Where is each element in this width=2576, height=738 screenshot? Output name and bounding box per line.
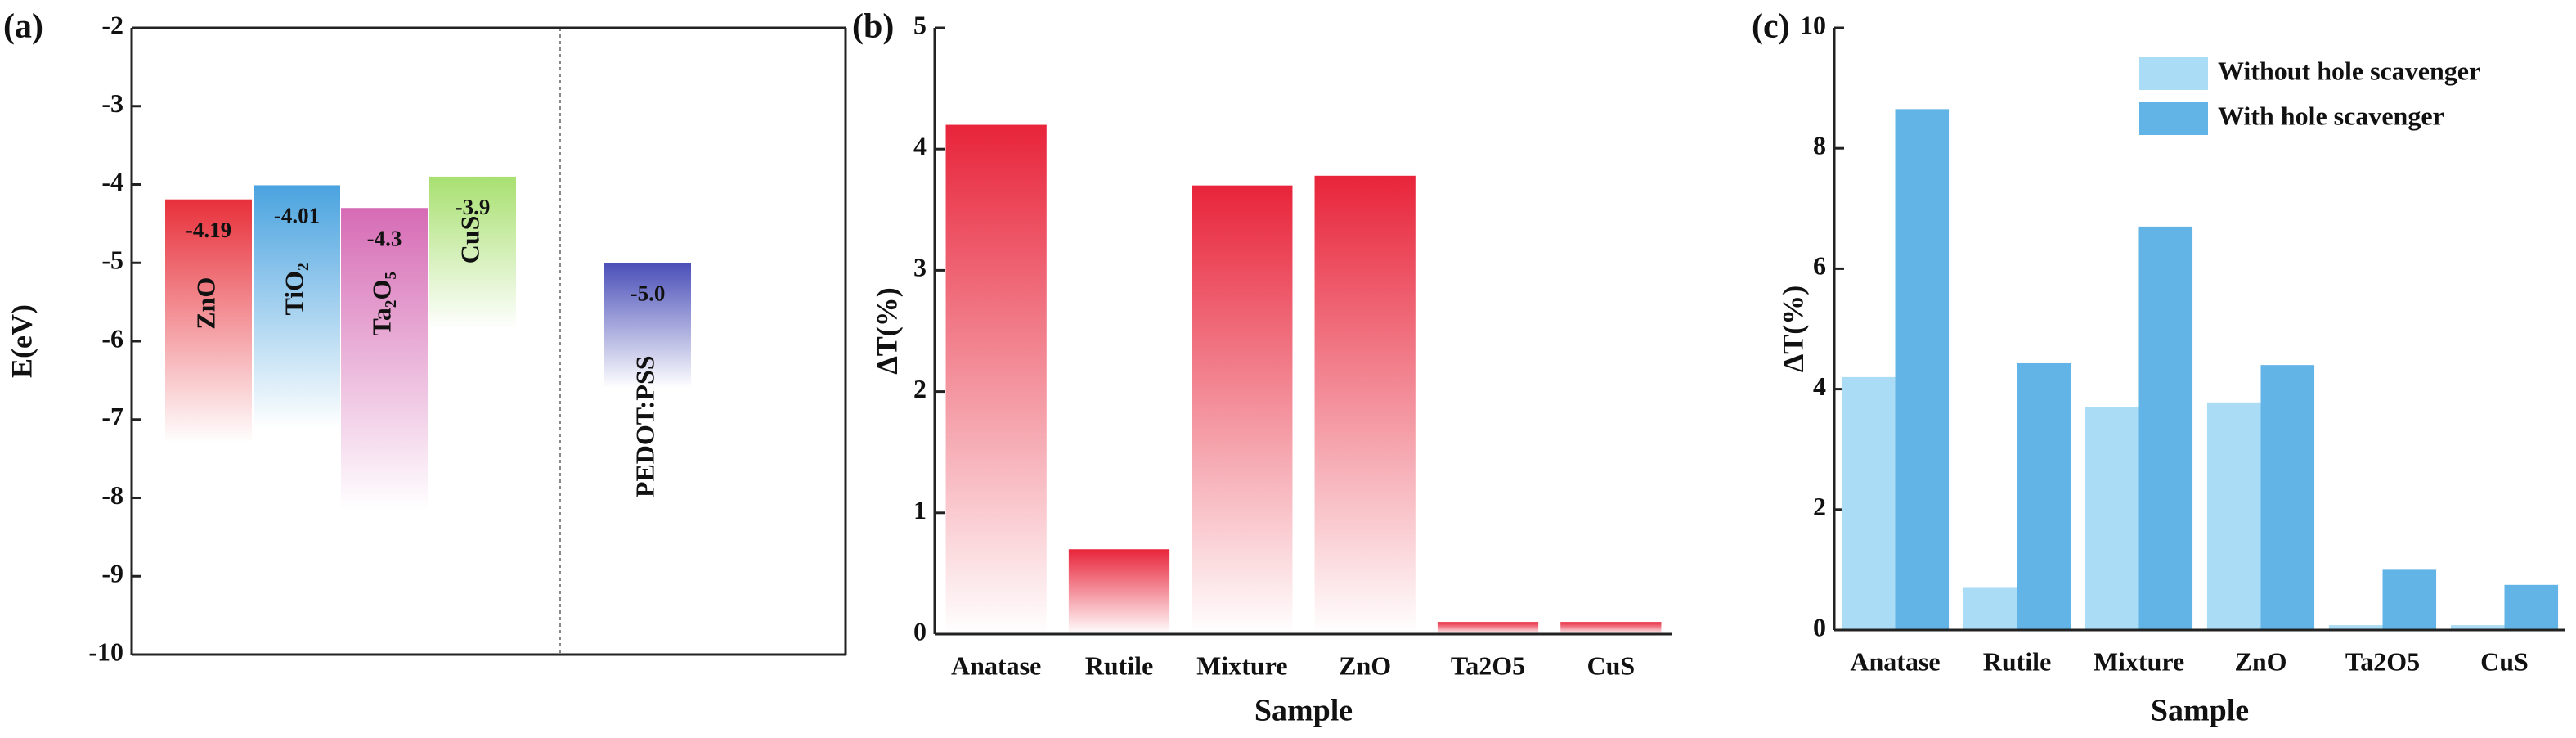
bar: [1560, 622, 1662, 634]
y-tick-label: -3: [101, 88, 123, 118]
x-tick-label: Mixture: [1196, 650, 1287, 680]
y-tick-label: 1: [913, 495, 927, 524]
y-tick-label: 2: [1813, 492, 1826, 521]
x-tick-label: CuS: [1586, 650, 1635, 680]
x-tick-label: Ta2O5: [2345, 646, 2420, 676]
panel-label: (b): [852, 8, 894, 46]
y-axis-label: E(eV): [5, 304, 38, 378]
y-tick-label: 4: [913, 132, 927, 161]
bar-name: ZnO: [191, 277, 220, 330]
y-tick-label: -2: [101, 10, 123, 39]
x-tick-label: Rutile: [1085, 650, 1154, 680]
bar: [2085, 407, 2139, 630]
bar: [2450, 625, 2505, 630]
y-axis-label: ΔT(%): [1776, 286, 1809, 373]
energy-bar: [604, 263, 691, 389]
y-tick-label: 0: [913, 616, 927, 646]
y-tick-label: 8: [1813, 131, 1826, 160]
value-label: -4.01: [274, 204, 320, 228]
x-tick-label: ZnO: [1339, 650, 1391, 680]
bar: [1841, 376, 1896, 630]
bar: [1068, 549, 1170, 634]
bar: [2138, 226, 2193, 630]
energy-bar: [429, 176, 516, 330]
value-label: -4.3: [367, 226, 402, 250]
energy-bar: [254, 185, 340, 430]
bar-name: TiO₂: [279, 263, 308, 315]
y-tick-label: 0: [1813, 612, 1826, 641]
y-tick-label: -5: [101, 245, 123, 275]
bar: [2206, 402, 2261, 630]
bar-name: CuS: [455, 216, 484, 264]
y-tick-label: -8: [101, 480, 123, 510]
bar: [1314, 175, 1416, 634]
bar: [2260, 365, 2315, 630]
y-tick-label: 4: [1813, 371, 1826, 401]
x-tick-label: Mixture: [2094, 646, 2184, 676]
y-tick-label: 10: [1800, 10, 1826, 39]
bar: [2017, 362, 2071, 630]
bar: [1192, 185, 1293, 634]
energy-bar: [165, 199, 252, 443]
legend-label: Without hole scavenger: [2218, 56, 2480, 85]
value-label: -5.0: [631, 281, 666, 305]
x-tick-label: Anatase: [1850, 646, 1940, 676]
y-tick-label: 2: [913, 374, 927, 403]
bar: [1963, 587, 2017, 630]
bar: [2504, 584, 2559, 630]
legend-swatch: [2139, 102, 2208, 135]
x-tick-label: Anatase: [951, 650, 1041, 680]
y-tick-label: -7: [101, 402, 123, 431]
energy-bar: [341, 208, 428, 511]
y-tick-label: -9: [101, 559, 123, 588]
bar-name: PEDOT:PSS: [630, 355, 659, 497]
value-label: -4.19: [186, 218, 231, 242]
legend-swatch: [2139, 57, 2208, 90]
y-tick-label: -4: [101, 167, 123, 196]
x-tick-label: CuS: [2480, 646, 2529, 676]
bar: [1895, 109, 1950, 631]
bar: [2382, 569, 2437, 630]
panel-label: (a): [3, 8, 43, 46]
bar: [945, 124, 1047, 634]
x-axis-label: Sample: [1254, 694, 1353, 728]
legend-label: With hole scavenger: [2218, 101, 2444, 130]
y-tick-label: 5: [913, 10, 927, 39]
panel-label: (c): [1752, 8, 1790, 46]
y-tick-label: 3: [913, 253, 927, 282]
value-label: -3.9: [456, 195, 491, 219]
y-tick-label: -10: [88, 637, 123, 666]
x-axis-label: Sample: [2151, 694, 2249, 728]
bar-name: Ta₂O₅: [366, 272, 396, 335]
y-tick-label: -6: [101, 323, 123, 353]
bar: [1437, 622, 1539, 634]
x-tick-label: Ta2O5: [1451, 650, 1525, 680]
y-tick-label: 6: [1813, 251, 1826, 281]
bar: [2328, 625, 2383, 630]
y-axis-label: ΔT(%): [870, 287, 903, 375]
x-tick-label: ZnO: [2234, 646, 2287, 676]
x-tick-label: Rutile: [1983, 646, 2052, 676]
